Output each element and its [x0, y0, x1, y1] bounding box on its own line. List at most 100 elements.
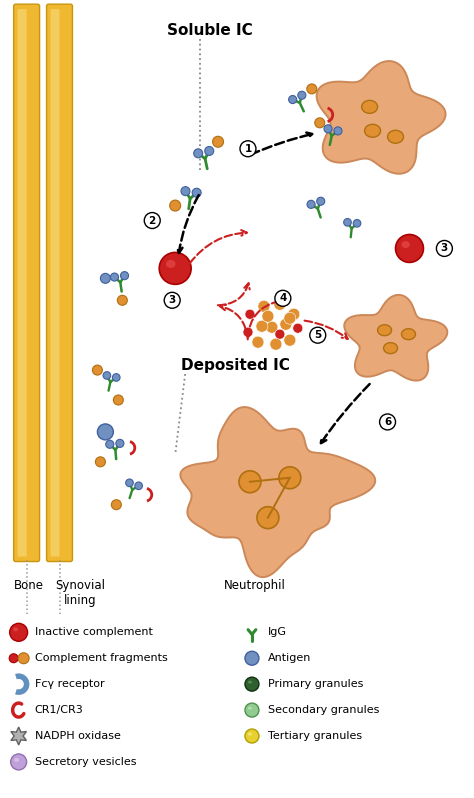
Circle shape [192, 188, 201, 197]
Circle shape [284, 334, 296, 346]
Circle shape [245, 310, 255, 319]
Text: 5: 5 [314, 330, 321, 340]
Polygon shape [11, 727, 27, 745]
Circle shape [111, 500, 121, 510]
Text: Deposited IC: Deposited IC [181, 358, 290, 373]
Circle shape [284, 312, 296, 324]
Circle shape [266, 322, 278, 334]
Circle shape [315, 118, 325, 128]
Circle shape [252, 336, 264, 348]
Ellipse shape [166, 260, 175, 268]
Circle shape [280, 318, 292, 330]
Ellipse shape [14, 758, 19, 762]
Circle shape [118, 295, 128, 306]
Circle shape [324, 124, 332, 132]
Text: 6: 6 [384, 417, 391, 427]
Text: Antigen: Antigen [268, 654, 311, 663]
Text: NADPH oxidase: NADPH oxidase [35, 731, 120, 741]
Text: Synovial
lining: Synovial lining [55, 579, 105, 607]
Polygon shape [344, 295, 447, 381]
FancyBboxPatch shape [46, 4, 73, 562]
Ellipse shape [248, 733, 252, 736]
Circle shape [18, 653, 29, 664]
Polygon shape [317, 61, 446, 174]
Circle shape [164, 292, 180, 308]
Text: 3: 3 [169, 295, 176, 306]
Circle shape [144, 212, 160, 228]
Text: Complement fragments: Complement fragments [35, 654, 167, 663]
Circle shape [212, 136, 224, 148]
Circle shape [245, 678, 259, 691]
Circle shape [344, 219, 351, 226]
Circle shape [257, 507, 279, 528]
Text: Inactive complement: Inactive complement [35, 627, 153, 638]
Circle shape [9, 654, 18, 662]
Circle shape [270, 338, 282, 350]
Circle shape [293, 323, 303, 334]
Circle shape [243, 327, 253, 338]
Circle shape [95, 456, 105, 467]
Circle shape [334, 127, 342, 135]
Text: CR1/CR3: CR1/CR3 [35, 705, 83, 715]
Circle shape [113, 395, 123, 405]
Circle shape [98, 424, 113, 440]
Text: Bone: Bone [14, 579, 44, 592]
Ellipse shape [248, 681, 252, 684]
Text: IgG: IgG [268, 627, 287, 638]
Ellipse shape [401, 329, 416, 340]
Text: Neutrophil: Neutrophil [224, 579, 286, 592]
Circle shape [275, 290, 291, 306]
Circle shape [317, 197, 325, 205]
Circle shape [100, 274, 110, 283]
Circle shape [110, 273, 118, 281]
Circle shape [245, 703, 259, 717]
Circle shape [205, 147, 214, 156]
Ellipse shape [362, 101, 378, 113]
Circle shape [116, 440, 124, 448]
Circle shape [245, 729, 259, 743]
Text: Secretory vesicles: Secretory vesicles [35, 757, 136, 767]
Circle shape [437, 240, 452, 256]
Ellipse shape [388, 130, 403, 144]
Circle shape [395, 235, 423, 263]
Circle shape [92, 365, 102, 375]
Text: 1: 1 [244, 144, 252, 154]
Circle shape [126, 479, 133, 487]
Ellipse shape [383, 342, 398, 354]
FancyBboxPatch shape [18, 9, 27, 556]
Circle shape [279, 467, 301, 488]
Ellipse shape [248, 706, 252, 709]
Text: 3: 3 [441, 243, 448, 254]
Circle shape [103, 372, 111, 379]
Text: Primary granules: Primary granules [268, 679, 363, 689]
FancyBboxPatch shape [14, 4, 40, 562]
Text: Soluble IC: Soluble IC [167, 23, 253, 38]
Circle shape [258, 300, 270, 312]
Circle shape [298, 91, 306, 99]
Circle shape [274, 298, 286, 310]
Ellipse shape [401, 241, 410, 248]
Ellipse shape [13, 627, 18, 631]
Text: Secondary granules: Secondary granules [268, 705, 379, 715]
Circle shape [262, 310, 274, 322]
Circle shape [275, 330, 285, 339]
Circle shape [135, 482, 143, 490]
Polygon shape [181, 407, 375, 577]
Text: Tertiary granules: Tertiary granules [268, 731, 362, 741]
Circle shape [256, 320, 268, 332]
Circle shape [240, 140, 256, 156]
FancyBboxPatch shape [51, 9, 60, 556]
Ellipse shape [378, 325, 392, 336]
Circle shape [181, 187, 190, 196]
Circle shape [380, 414, 395, 430]
Circle shape [288, 308, 300, 320]
Text: Fcγ receptor: Fcγ receptor [35, 679, 104, 689]
Circle shape [307, 200, 315, 208]
Circle shape [239, 471, 261, 492]
Ellipse shape [365, 124, 381, 137]
Circle shape [120, 271, 128, 279]
Circle shape [310, 327, 326, 343]
Circle shape [112, 373, 120, 381]
Circle shape [11, 754, 27, 770]
Circle shape [9, 623, 27, 642]
